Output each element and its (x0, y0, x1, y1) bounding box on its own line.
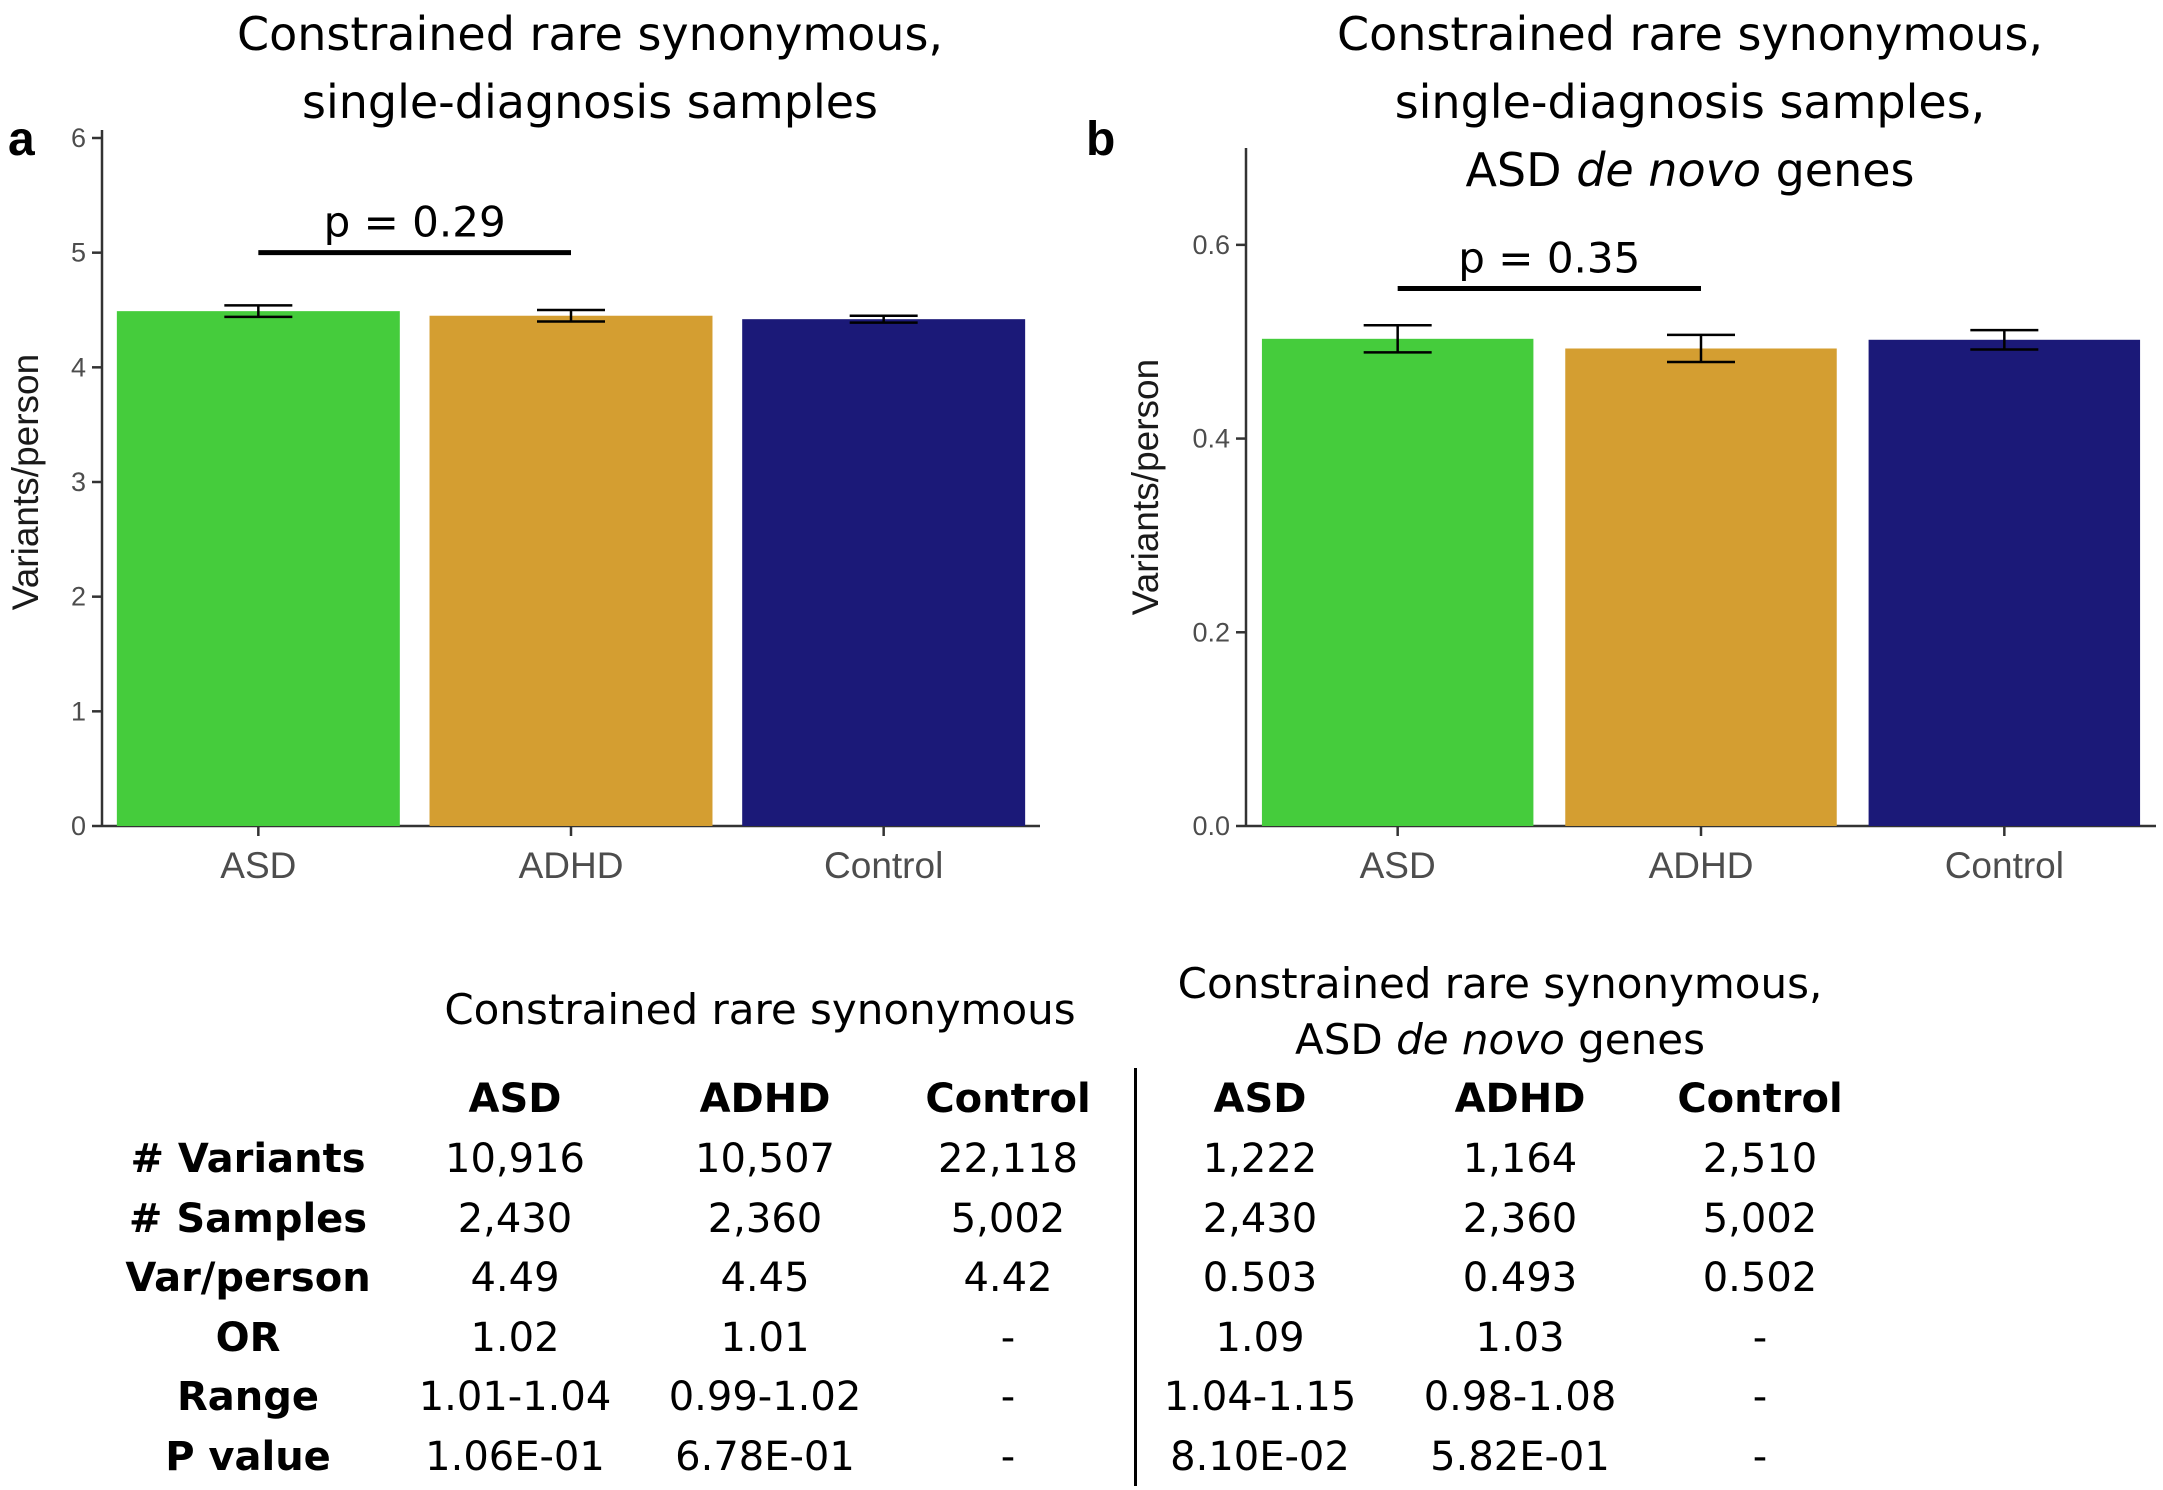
table-cell: 4.49 (470, 1255, 560, 1301)
table-cell: 2,430 (457, 1195, 573, 1242)
table-cell: 4.45 (720, 1255, 810, 1301)
table-cell: - (1000, 1433, 1016, 1480)
chart-a-title-line-1: Constrained rare synonymous, (236, 7, 944, 61)
table-cell: 5,002 (1702, 1195, 1818, 1242)
table-right-title-prefix: ASD (1294, 1015, 1397, 1064)
table-cell: 1.01 (720, 1314, 810, 1361)
chart-a-y-tick-label: 3 (71, 467, 86, 497)
table-column-header: Control (925, 1076, 1091, 1122)
chart-a: 0 1 2 3 4 5 6 ASD ADHD Control p = 0.29 Variants/pe… (5, 123, 1040, 886)
chart-b-bar-control (1868, 339, 2141, 826)
table-divider (1134, 1068, 1137, 1486)
table-right-title: Constrained rare synonymous, ASD de novo… (1120, 956, 1880, 1068)
chart-a-bar-asd (116, 311, 400, 826)
table-cell: 2,360 (707, 1195, 823, 1242)
table-cell: 5.82E-01 (1430, 1433, 1610, 1480)
table-row-label: P value (165, 1433, 331, 1480)
chart-a-y-axis-title: Variants/person (5, 354, 46, 610)
table-cell: 1,222 (1202, 1136, 1318, 1182)
table-cell: 10,916 (445, 1136, 585, 1182)
chart-a-y-tick-label: 0 (71, 811, 86, 841)
table-column-header: ADHD (699, 1076, 831, 1122)
chart-b: 0.0 0.2 0.4 0.6 ASD ADHD Control p = 0.35 Varian… (1125, 148, 2156, 886)
table-right-title-line-1: Constrained rare synonymous, (1177, 959, 1823, 1008)
table-cell: 6.78E-01 (675, 1433, 855, 1480)
table-row-label: # Variants (130, 1136, 366, 1182)
chart-a-y-tick-label: 4 (71, 352, 86, 382)
chart-b-p-value-label: p = 0.35 (1458, 233, 1640, 282)
chart-b-bar-asd (1261, 338, 1534, 826)
chart-b-title-line-2: single-diagnosis samples, (1394, 75, 1986, 129)
chart-a-title-line-2: single-diagnosis samples (302, 75, 878, 129)
table-cell: 0.503 (1202, 1255, 1318, 1301)
chart-a-x-tick-label: Control (824, 845, 943, 886)
chart-a-x-tick-label: ASD (220, 845, 296, 886)
chart-b-title-italic: de novo (1576, 143, 1761, 197)
chart-a-title: Constrained rare synonymous, single-diag… (100, 0, 1080, 136)
panel-label-b: b (1086, 113, 1116, 166)
table-column-header: ADHD (1454, 1076, 1586, 1122)
table-cell: - (1000, 1374, 1016, 1420)
chart-b-y-tick-label: 0.2 (1192, 617, 1230, 647)
table-right-title-line-2: ASD de novo genes (1120, 1012, 1880, 1068)
table-cell: 0.98-1.08 (1423, 1374, 1617, 1420)
table-cell: 8.10E-02 (1170, 1433, 1350, 1480)
table-cell: 1.04-1.15 (1163, 1374, 1357, 1420)
table-cell: 1.09 (1215, 1314, 1305, 1361)
table-row-label: Range (176, 1374, 320, 1420)
table-row-label: OR (215, 1314, 281, 1361)
table-column-header: Control (1677, 1076, 1843, 1122)
table-cell: 1,164 (1462, 1136, 1578, 1182)
table-right-title-italic: de novo (1396, 1015, 1565, 1064)
table-cell: - (1000, 1314, 1016, 1361)
table-cell: 0.99-1.02 (668, 1374, 862, 1420)
table-column-header: ASD (468, 1076, 562, 1122)
table-cell: 4.42 (963, 1255, 1053, 1301)
chart-a-x-tick-label: ADHD (519, 845, 624, 886)
chart-a-y-tick-label: 1 (71, 696, 86, 726)
chart-b-title-suffix: genes (1760, 143, 1915, 197)
chart-b-title-line-3: ASD de novo genes (1200, 136, 2163, 204)
chart-b-title: Constrained rare synonymous, single-diag… (1200, 0, 2163, 204)
table-cell: 22,118 (938, 1136, 1078, 1182)
table-cell: 2,430 (1202, 1195, 1318, 1242)
table-cell: 2,360 (1462, 1195, 1578, 1242)
chart-b-y-tick-label: 0.4 (1192, 424, 1230, 454)
table-right-title-suffix: genes (1564, 1015, 1705, 1064)
table-cell: 2,510 (1702, 1136, 1818, 1182)
table-cell: 0.493 (1462, 1255, 1578, 1301)
chart-a-y-tick-label: 6 (71, 123, 86, 153)
chart-b-y-tick-label: 0.6 (1192, 230, 1230, 260)
table-cell: 1.06E-01 (425, 1433, 605, 1480)
chart-b-x-tick-label: ASD (1360, 845, 1436, 886)
chart-b-y-axis-title: Variants/person (1125, 359, 1166, 615)
chart-a-y-tick-label: 2 (71, 582, 86, 612)
table-left-title: Constrained rare synonymous (444, 985, 1076, 1034)
chart-a-y-tick-label: 5 (71, 238, 86, 268)
table-cell: 1.03 (1475, 1314, 1565, 1361)
table-cell: 5,002 (950, 1195, 1066, 1242)
chart-b-title-prefix: ASD (1465, 143, 1577, 197)
chart-b-x-tick-label: ADHD (1649, 845, 1754, 886)
table-cell: - (1752, 1433, 1768, 1480)
chart-b-y-tick-label: 0.0 (1192, 811, 1230, 841)
chart-a-bar-adhd (429, 315, 713, 826)
table-cell: 1.01-1.04 (418, 1374, 612, 1420)
chart-b-bar-adhd (1565, 348, 1837, 826)
table-column-header: ASD (1213, 1076, 1307, 1122)
table-cell: 1.02 (470, 1314, 560, 1361)
chart-a-p-value-label: p = 0.29 (324, 198, 506, 247)
table-cell: 0.502 (1702, 1255, 1818, 1301)
table-cell: - (1752, 1314, 1768, 1361)
table-cell: - (1752, 1374, 1768, 1420)
chart-a-bar-control (742, 319, 1026, 826)
table-row-label: Var/person (125, 1255, 371, 1301)
table-cell: 10,507 (695, 1136, 835, 1182)
panel-label-a: a (8, 113, 35, 166)
chart-b-x-tick-label: Control (1945, 845, 2064, 886)
table-row-label: # Samples (128, 1195, 368, 1242)
chart-b-title-line-1: Constrained rare synonymous, (1336, 7, 2044, 61)
